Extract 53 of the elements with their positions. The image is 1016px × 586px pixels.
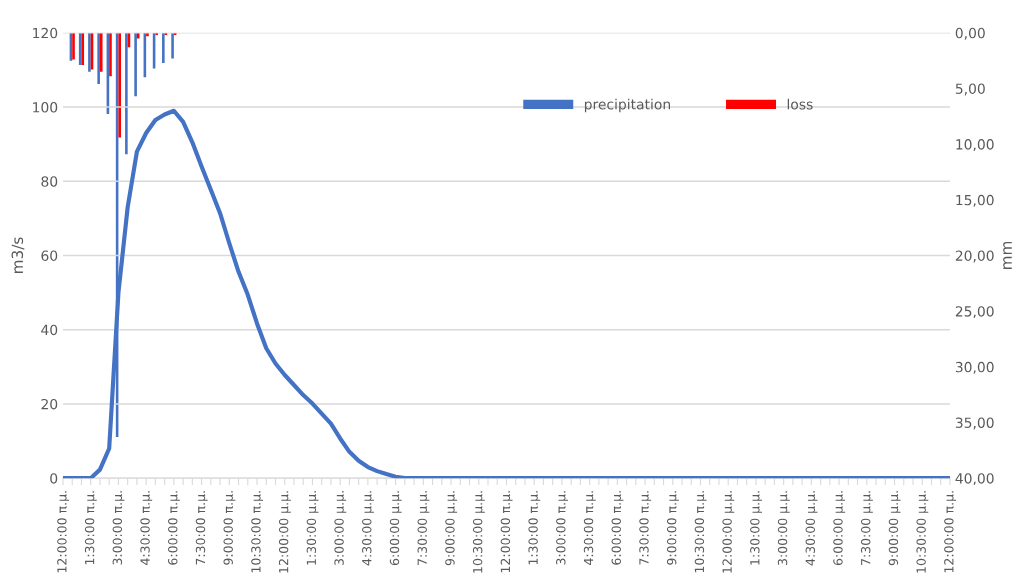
y-tick-label: 20	[41, 398, 58, 410]
x-tick-label: 7:30:00 π.μ.	[195, 491, 208, 565]
y-axis-title: m3/s	[11, 237, 25, 273]
x-tick-label: 1:30:00 π.μ.	[528, 491, 541, 565]
x-tick-label: 12:00:00 π.μ.	[500, 491, 513, 573]
y2-tick-label: 15,00	[956, 194, 994, 207]
y2-tick-label: 5,00	[955, 83, 985, 96]
y-tick-label: 0	[50, 473, 58, 484]
x-tick-label: 12:00:00 μ.μ.	[278, 491, 291, 573]
x-tick-label: 9:00:00 μ.μ.	[888, 491, 901, 566]
x-tick-label: 10:30:00 π.μ.	[694, 491, 707, 573]
x-tick-label: 6:00:00 π.μ.	[168, 491, 180, 565]
y2-tick-label: 30,00	[955, 361, 994, 374]
x-tick-label: 4:30:00 π.μ.	[583, 491, 596, 565]
x-tick-label: 12:00:00 π.μ.	[944, 491, 957, 573]
x-tick-label: 6:00:00 μ.μ.	[833, 491, 846, 566]
y2-tick-label: 35,00	[955, 417, 994, 430]
x-tick-label: 3:00:00 π.μ.	[112, 491, 125, 565]
y2-tick-label: 0,00	[955, 27, 985, 40]
x-tick-label: 7:30:00 π.μ.	[639, 491, 652, 565]
x-tick-label: 3:00:00 π.μ.	[556, 491, 568, 565]
x-tick-label: 6:00:00 μ.μ.	[389, 491, 402, 566]
y-tick-label: 60	[41, 250, 58, 261]
x-tick-label: 6:00:00 π.μ.	[611, 491, 624, 565]
x-tick-label: 1:30:00 μ.μ.	[306, 491, 319, 565]
x-tick-label: 10:30:00 π.μ.	[251, 491, 264, 573]
y2-tick-label: 40,00	[955, 473, 994, 486]
x-tick-label: 9:00:00 π.μ.	[223, 491, 236, 565]
x-tick-label: 3:00:00 μ.μ.	[334, 491, 347, 566]
x-tick-label: 1:30:00 π.μ.	[84, 491, 97, 565]
x-tick-label: 1:30:00 μ.μ.	[750, 491, 762, 565]
x-tick-label: 9:00:00 π.μ.	[666, 491, 679, 565]
legend-label: loss	[787, 98, 813, 110]
x-tick-label: 7:30:00 μ.μ.	[417, 491, 430, 565]
x-tick-label: 9:00:00 μ.μ.	[445, 491, 458, 566]
x-tick-label: 10:30:00 μ.μ.	[916, 491, 929, 573]
y-tick-label: 100	[33, 102, 58, 113]
x-tick-label: 4:30:00 μ.μ.	[805, 491, 818, 566]
x-tick-label: 4:30:00 μ.μ.	[362, 491, 374, 566]
y2-tick-label: 10,00	[956, 139, 994, 152]
x-tick-label: 10:30:00 μ.μ.	[472, 491, 485, 573]
x-tick-label: 4:30:00 π.μ.	[140, 491, 153, 565]
x-tick-label: 3:00:00 μ.μ.	[777, 491, 790, 566]
y2-tick-label: 25,00	[955, 306, 994, 319]
x-tick-label: 12:00:00 π.μ.	[57, 491, 70, 573]
x-tick-label: 7:30:00 μ.μ.	[860, 491, 873, 565]
y-tick-label: 80	[41, 176, 58, 187]
y-tick-label: 120	[33, 27, 58, 39]
y2-tick-label: 20,00	[955, 250, 994, 263]
y-tick-label: 40	[41, 324, 58, 336]
legend-label: precipitation	[584, 98, 670, 113]
x-tick-label: 12:00:00 μ.μ.	[722, 491, 735, 573]
y2-axis-title: mm	[1003, 241, 1012, 269]
